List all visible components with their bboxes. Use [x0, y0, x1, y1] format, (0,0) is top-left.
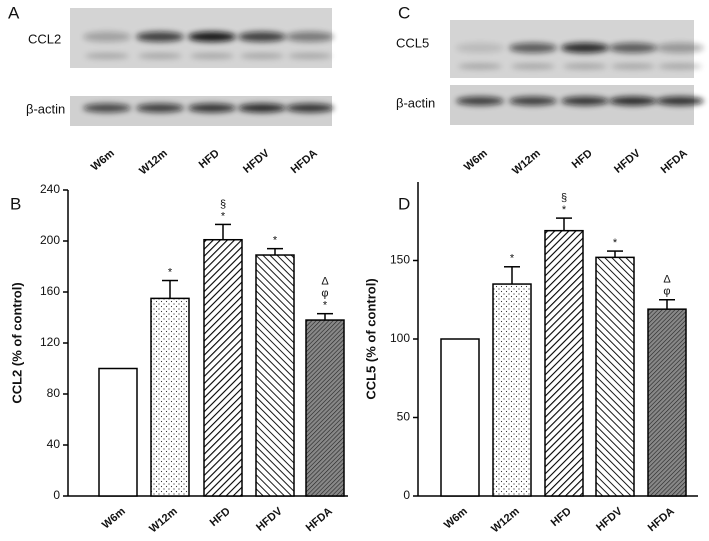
x-tick-label: HFDV: [254, 505, 285, 534]
band: [561, 42, 609, 53]
significance-mark: Δ: [663, 274, 671, 286]
lane-label: HFDV: [612, 147, 643, 176]
lane-label: HFDA: [659, 147, 690, 176]
band: [656, 96, 704, 106]
band: [85, 53, 129, 59]
x-tick-label: W6m: [100, 505, 128, 531]
protein-label: CCL2: [28, 31, 61, 46]
y-tick-label: 240: [40, 182, 60, 196]
y-tick-label: 150: [390, 253, 410, 267]
y-tick-label: 40: [47, 437, 61, 451]
band: [136, 103, 184, 113]
y-tick-label: 0: [403, 488, 410, 502]
bar: [150, 297, 190, 497]
significance-mark: φ: [663, 286, 670, 298]
lane-label: HFDA: [289, 147, 320, 176]
band: [190, 53, 234, 59]
control-label: β-actin: [26, 101, 65, 116]
lane-label: W12m: [510, 147, 543, 177]
lane-label: HFD: [197, 147, 222, 171]
y-tick-label: 120: [40, 335, 60, 349]
y-tick-label: 160: [40, 284, 60, 298]
band: [240, 53, 284, 59]
significance-mark: *: [168, 266, 173, 278]
bar: [492, 283, 532, 497]
band: [83, 103, 131, 113]
x-tick-label: HFD: [549, 505, 574, 529]
band: [511, 63, 555, 70]
bar: [255, 254, 295, 497]
y-tick-label: 80: [47, 386, 61, 400]
band: [286, 31, 334, 42]
protein-label: CCL5: [396, 35, 429, 50]
x-tick-label: W12m: [489, 505, 522, 535]
band: [563, 63, 607, 70]
lane-label: W6m: [462, 147, 490, 173]
x-tick-label: W6m: [442, 505, 470, 531]
band: [238, 103, 286, 113]
significance-mark: §: [561, 192, 567, 204]
band: [561, 96, 609, 106]
panel-label: C: [398, 3, 410, 22]
y-tick-label: 50: [397, 410, 411, 424]
significance-mark: *: [221, 210, 226, 222]
band: [509, 42, 557, 53]
bar: [440, 338, 480, 497]
y-tick-label: 0: [53, 488, 60, 502]
x-tick-label: HFDV: [594, 505, 625, 534]
band: [609, 42, 657, 53]
significance-mark: *: [613, 237, 618, 249]
band: [286, 103, 334, 113]
significance-mark: *: [323, 300, 328, 312]
band: [238, 31, 286, 42]
panel-label: B: [10, 194, 21, 213]
band: [658, 63, 702, 70]
significance-mark: φ: [321, 288, 328, 300]
band: [609, 96, 657, 106]
x-tick-label: HFD: [208, 505, 233, 529]
control-label: β-actin: [396, 95, 435, 110]
panel-label: D: [398, 194, 410, 213]
lane-label: W12m: [137, 147, 170, 177]
significance-mark: *: [510, 253, 515, 265]
band: [509, 96, 557, 106]
band: [288, 53, 332, 59]
bar: [595, 256, 635, 497]
bar: [544, 229, 584, 497]
band: [188, 103, 236, 113]
lane-label: HFD: [570, 147, 595, 171]
y-axis-label: CCL2 (% of control): [9, 282, 24, 403]
band: [458, 63, 502, 70]
band: [611, 63, 655, 70]
band: [456, 42, 504, 53]
significance-mark: *: [562, 204, 567, 216]
band: [188, 31, 236, 42]
y-tick-label: 100: [390, 331, 410, 345]
significance-mark: §: [220, 198, 226, 210]
y-tick-label: 200: [40, 233, 60, 247]
bar: [203, 238, 243, 497]
panel-label: A: [8, 3, 20, 22]
band: [456, 96, 504, 106]
lane-label: HFDV: [241, 147, 272, 176]
bar: [305, 319, 345, 497]
band: [138, 53, 182, 59]
y-axis-label: CCL5 (% of control): [363, 278, 378, 399]
x-tick-label: HFDA: [304, 505, 335, 534]
x-tick-label: HFDA: [646, 505, 677, 534]
x-tick-label: W12m: [147, 505, 180, 535]
bar: [98, 367, 138, 497]
significance-mark: *: [273, 235, 278, 247]
lane-label: W6m: [89, 147, 117, 173]
bar: [647, 308, 687, 497]
band: [656, 42, 704, 53]
band: [136, 31, 184, 42]
significance-mark: Δ: [321, 276, 329, 288]
band: [83, 31, 131, 42]
